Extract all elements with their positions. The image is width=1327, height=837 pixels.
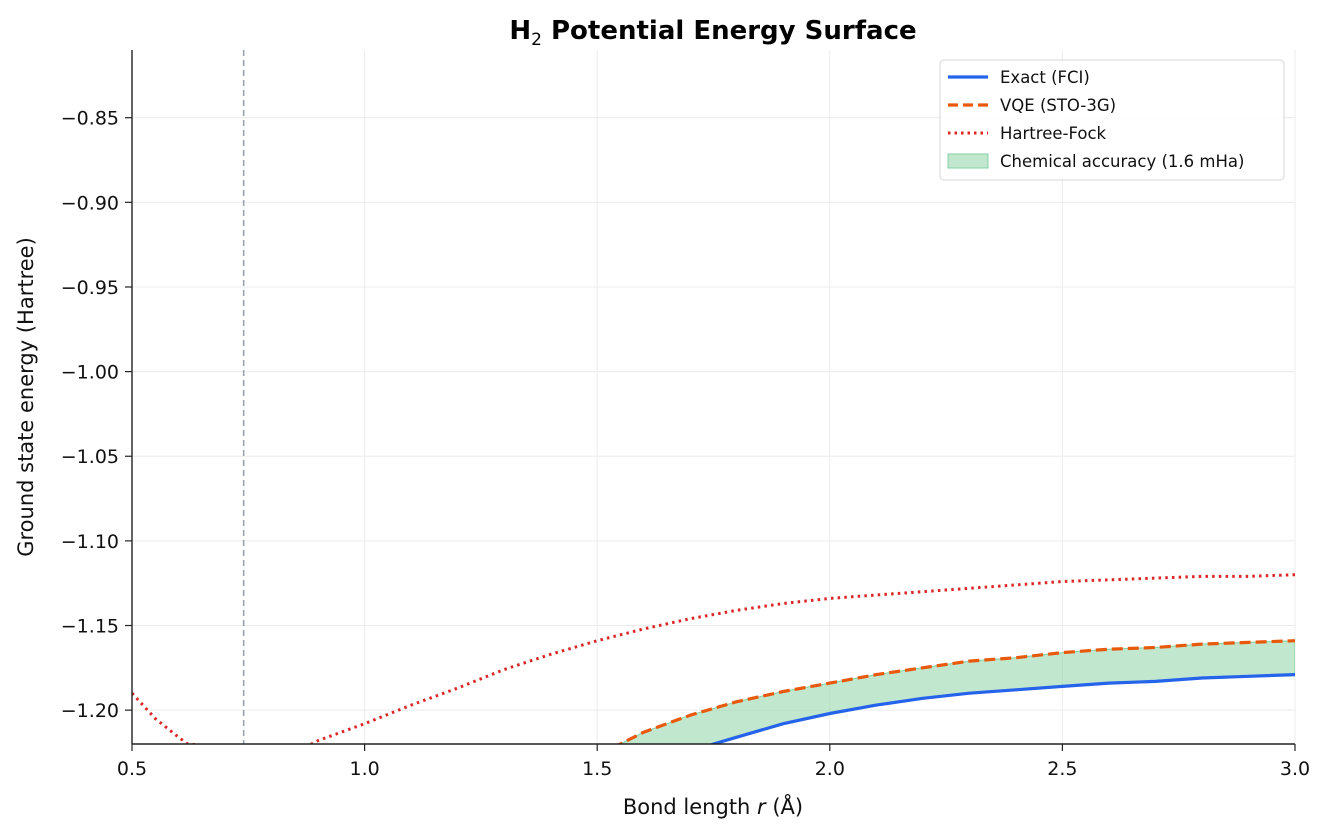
legend: Exact (FCI) VQE (STO-3G) Hartree-Fock Ch… — [939, 59, 1285, 181]
x-tick-label: 2.5 — [1047, 758, 1077, 780]
legend-swatch-band — [947, 153, 989, 169]
y-tick-label: −1.05 — [61, 446, 119, 468]
chart-title: H2 Potential Energy Surface — [509, 16, 916, 50]
series-group — [132, 573, 1295, 744]
x-tick-label: 0.5 — [117, 758, 147, 780]
series-line-vqe-sto-3g — [615, 639, 1295, 744]
series-line-exact-fci — [708, 673, 1295, 744]
x-axis-label: Bond length r (Å) — [623, 793, 803, 819]
y-tick-label: −0.95 — [61, 277, 119, 299]
legend-label-hf: Hartree-Fock — [1000, 124, 1107, 143]
x-tick-label: 1.5 — [582, 758, 612, 780]
x-tick-label: 2.0 — [815, 758, 845, 780]
y-axis-label: Ground state energy (Hartree) — [14, 237, 38, 557]
y-axis-ticks: −0.85 −0.90 −0.95 −1.00 −1.05 −1.10 −1.15 −1.20 — [61, 108, 132, 722]
y-tick-label: −0.85 — [61, 108, 119, 130]
x-tick-label: 1.0 — [349, 758, 379, 780]
y-tick-label: −0.90 — [61, 192, 119, 214]
series-line-hartree-fock — [132, 573, 1295, 744]
y-tick-label: −1.00 — [61, 362, 119, 384]
x-axis-ticks: 0.5 1.0 1.5 2.0 2.5 3.0 — [117, 744, 1310, 780]
x-tick-label: 3.0 — [1280, 758, 1310, 780]
y-tick-label: −1.15 — [61, 616, 119, 638]
legend-label-exact: Exact (FCI) — [1000, 68, 1090, 87]
y-tick-label: −1.20 — [61, 700, 119, 722]
legend-label-band: Chemical accuracy (1.6 mHa) — [1000, 152, 1244, 171]
y-tick-label: −1.10 — [61, 531, 119, 553]
legend-box — [939, 59, 1285, 181]
legend-label-vqe: VQE (STO-3G) — [1000, 96, 1116, 115]
